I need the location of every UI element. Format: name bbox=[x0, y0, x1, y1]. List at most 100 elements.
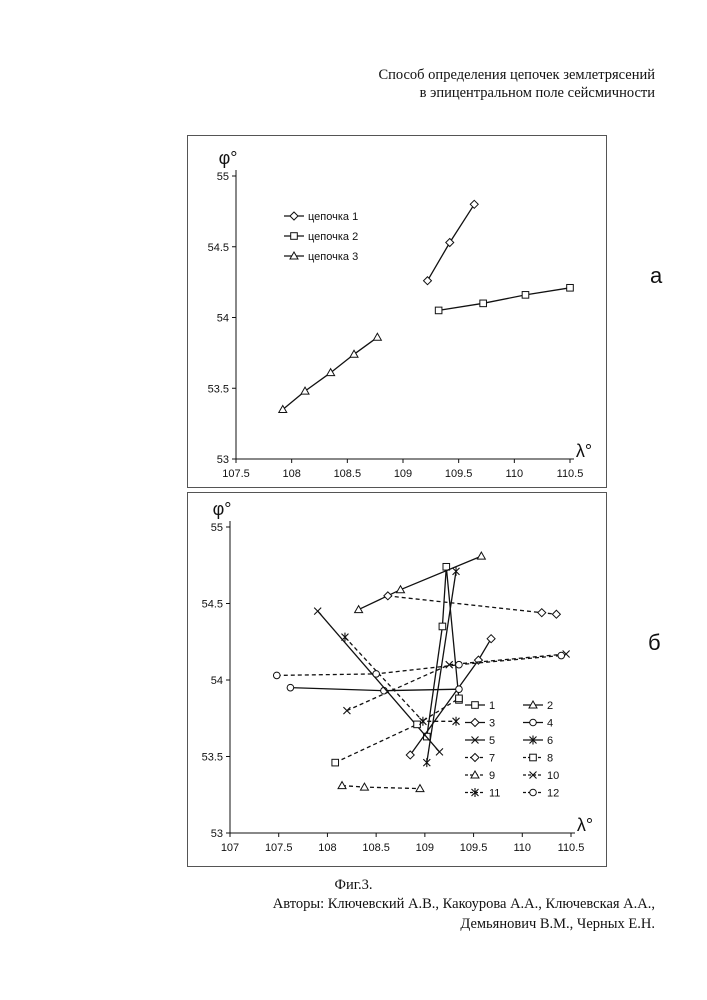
chart-b-data-point bbox=[487, 635, 495, 643]
chart-b-data-point bbox=[355, 606, 363, 613]
chart-a-data-point bbox=[350, 350, 358, 357]
chart-b-data-point bbox=[384, 592, 392, 600]
chart-b-legend-marker bbox=[471, 719, 479, 727]
chart-b-legend-marker bbox=[471, 754, 479, 762]
chart-b-data-point bbox=[314, 608, 321, 615]
chart-b-y-tick-label: 54.5 bbox=[202, 599, 223, 611]
chart-a-data-point bbox=[470, 200, 478, 208]
chart-a-series-2 bbox=[435, 284, 573, 313]
chart-b-series-line bbox=[277, 656, 562, 676]
chart-b-data-point bbox=[477, 552, 485, 559]
chart-a-y-axis-label: φ° bbox=[219, 148, 238, 168]
chart-b-series-1 bbox=[424, 563, 463, 739]
chart-b-legend-label: 12 bbox=[547, 788, 559, 800]
chart-b-svg: 5353.55454.555107107.5108108.5109109.511… bbox=[188, 493, 606, 866]
chart-b-y-tick-label: 53 bbox=[211, 828, 223, 840]
chart-b-legend-label: 2 bbox=[547, 700, 553, 712]
chart-a-x-tick-label: 108.5 bbox=[334, 468, 362, 480]
chart-b-data-point bbox=[456, 686, 463, 693]
chart-b-data-point bbox=[360, 783, 368, 790]
chart-b-series-line bbox=[359, 556, 482, 610]
chart-a-data-point bbox=[446, 239, 454, 247]
panel-label-b: б bbox=[648, 630, 661, 656]
chart-b-data-point bbox=[406, 751, 414, 759]
chart-a-data-point bbox=[480, 300, 487, 307]
chart-b-legend-label: 3 bbox=[489, 718, 495, 730]
chart-a-legend-marker bbox=[291, 233, 298, 240]
authors-line-1: Авторы: Ключевский А.В., Какоурова А.А.,… bbox=[273, 894, 655, 914]
chart-b-x-tick-label: 108.5 bbox=[362, 842, 390, 854]
panel-label-a: а bbox=[650, 263, 662, 289]
chart-a-x-tick-label: 109.5 bbox=[445, 468, 473, 480]
chart-b-legend-label: 6 bbox=[547, 735, 553, 747]
chart-b-data-point bbox=[552, 610, 560, 618]
chart-b-x-tick-label: 109.5 bbox=[460, 842, 488, 854]
chart-a-y-tick-label: 54 bbox=[217, 313, 229, 325]
chart-b-series-2 bbox=[355, 552, 486, 613]
chart-b-y-axis-label: φ° bbox=[213, 499, 232, 519]
header-line-1: Способ определения цепочек землетрясений bbox=[378, 66, 655, 84]
chart-b-x-tick-label: 110 bbox=[514, 842, 532, 854]
chart-a-data-point bbox=[522, 292, 529, 299]
chart-b-legend-marker bbox=[472, 702, 479, 709]
chart-b-x-tick-label: 107 bbox=[221, 842, 239, 854]
chart-a-data-point bbox=[373, 333, 381, 340]
chart-a-data-point bbox=[435, 307, 442, 314]
chart-b-data-point bbox=[287, 684, 294, 691]
chart-b-x-tick-label: 107.5 bbox=[265, 842, 293, 854]
chart-b-series-line bbox=[388, 596, 557, 614]
chart-b-data-point bbox=[453, 717, 460, 726]
chart-b-series-9 bbox=[338, 782, 424, 792]
chart-b-x-axis-label: λ° bbox=[577, 815, 593, 835]
chart-b-series-12 bbox=[273, 652, 564, 678]
chart-b-legend-label: 5 bbox=[489, 735, 495, 747]
chart-b-data-point bbox=[373, 671, 380, 678]
chart-b-y-tick-label: 54 bbox=[211, 675, 223, 687]
chart-a-series-3 bbox=[279, 333, 382, 412]
chart-b-legend-label: 11 bbox=[489, 788, 500, 800]
authors-line-2: Демьянович В.М., Черных Е.Н. bbox=[273, 914, 655, 934]
chart-b-data-point bbox=[423, 758, 430, 767]
chart-b-data-point bbox=[453, 567, 460, 576]
chart-a-data-point bbox=[301, 387, 309, 394]
chart-b-series-line bbox=[427, 567, 459, 737]
chart-b-data-point bbox=[341, 633, 348, 642]
chart-b-data-point bbox=[436, 748, 443, 755]
chart-a-legend-label: цепочка 3 bbox=[308, 251, 358, 263]
chart-b-data-point bbox=[538, 609, 546, 617]
chart-b-series-5 bbox=[314, 608, 443, 756]
chart-a-legend-label: цепочка 2 bbox=[308, 231, 358, 243]
chart-a-x-tick-label: 107.5 bbox=[222, 468, 250, 480]
chart-b-legend-label: 10 bbox=[547, 770, 559, 782]
chart-b-series-line bbox=[318, 611, 440, 752]
chart-panel-a: 5353.55454.555107.5108108.5109109.511011… bbox=[187, 135, 607, 488]
chart-b-data-point bbox=[338, 782, 346, 789]
chart-b-y-tick-label: 55 bbox=[211, 522, 223, 534]
chart-a-legend-marker bbox=[290, 212, 298, 220]
chart-a-x-tick-label: 110.5 bbox=[557, 468, 584, 480]
chart-a-series-1 bbox=[423, 200, 478, 284]
chart-b-series-line bbox=[342, 786, 420, 789]
chart-a-x-axis-label: λ° bbox=[576, 441, 592, 461]
chart-b-data-point bbox=[273, 672, 280, 679]
chart-panel-b: 5353.55454.555107107.5108108.5109109.511… bbox=[187, 492, 607, 867]
chart-b-data-point bbox=[416, 785, 424, 792]
chart-b-data-point bbox=[343, 707, 350, 714]
chart-b-legend-label: 4 bbox=[547, 718, 553, 730]
chart-b-legend-marker bbox=[530, 754, 537, 761]
chart-b-legend-label: 9 bbox=[489, 770, 495, 782]
chart-b-legend-label: 1 bbox=[489, 700, 495, 712]
chart-b-data-point bbox=[439, 623, 446, 630]
chart-a-y-tick-label: 54.5 bbox=[208, 242, 229, 254]
chart-a-y-tick-label: 55 bbox=[217, 171, 229, 183]
chart-b-x-tick-label: 110.5 bbox=[558, 842, 585, 854]
chart-b-x-tick-label: 109 bbox=[416, 842, 434, 854]
chart-a-data-point bbox=[423, 277, 431, 285]
chart-b-data-point bbox=[332, 759, 339, 766]
chart-b-data-point bbox=[456, 695, 463, 702]
chart-b-x-tick-label: 108 bbox=[318, 842, 336, 854]
chart-a-legend-label: цепочка 1 bbox=[308, 211, 358, 223]
chart-b-series-7 bbox=[384, 592, 561, 618]
chart-a-x-tick-label: 108 bbox=[282, 468, 300, 480]
chart-b-data-point bbox=[558, 652, 565, 659]
